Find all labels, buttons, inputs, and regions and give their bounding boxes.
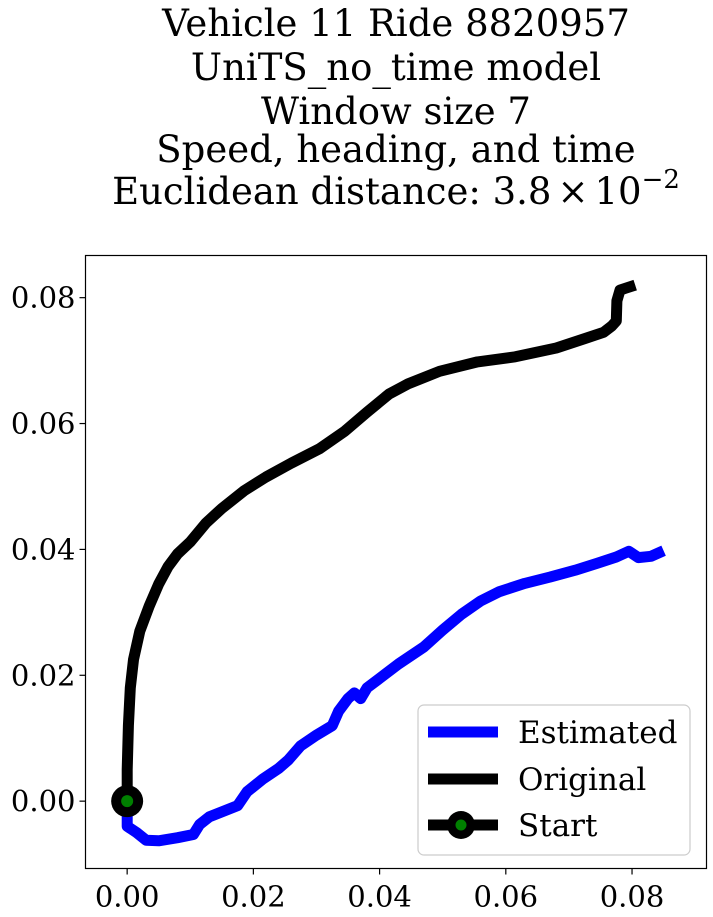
title-line-3: Window size 7 (261, 90, 531, 133)
distance-times: × (557, 170, 588, 213)
plot-area (111, 279, 666, 847)
title-line-1: Vehicle 11 Ride 8820957 (161, 2, 630, 45)
title-line-5: Euclidean distance: 3.8 × 10−2 (112, 165, 680, 213)
legend-start-label: Start (518, 808, 598, 844)
legend-estimated-label: Estimated (518, 715, 677, 751)
start-marker-dot (121, 795, 134, 808)
distance-prefix: Euclidean distance: 3.8 (112, 170, 551, 213)
title-line-2: UniTS_no_time model (191, 46, 601, 90)
chart-title: Vehicle 11 Ride 8820957 UniTS_no_time mo… (112, 2, 680, 213)
legend: Estimated Original Start (417, 704, 691, 856)
legend-original-label: Original (518, 762, 646, 798)
x-tick-label: 0.08 (600, 880, 665, 914)
y-tick-label: 0.00 (11, 784, 76, 818)
y-tick-label: 0.02 (11, 658, 76, 692)
y-tick-label: 0.04 (11, 532, 76, 566)
y-tick-label: 0.06 (11, 407, 76, 441)
plot-frame (84, 254, 708, 870)
distance-exponent: −2 (642, 165, 680, 195)
x-tick-label: 0.06 (474, 880, 539, 914)
legend-start-marker-dot (455, 819, 467, 831)
series-original-line (121, 279, 637, 802)
x-tick-label: 0.02 (221, 880, 286, 914)
distance-base: 10 (595, 170, 642, 213)
legend-box (417, 704, 691, 856)
title-line-4: Speed, heading, and time (156, 128, 635, 171)
x-tick-label: 0.00 (95, 880, 160, 914)
x-tick-label: 0.04 (347, 880, 412, 914)
axis-ticks: 0.00 0.02 0.04 0.06 0.08 0.00 0.02 0.04 0.06 0.08 (11, 281, 664, 914)
series-estimated-line (121, 545, 666, 847)
y-tick-label: 0.08 (11, 281, 76, 315)
